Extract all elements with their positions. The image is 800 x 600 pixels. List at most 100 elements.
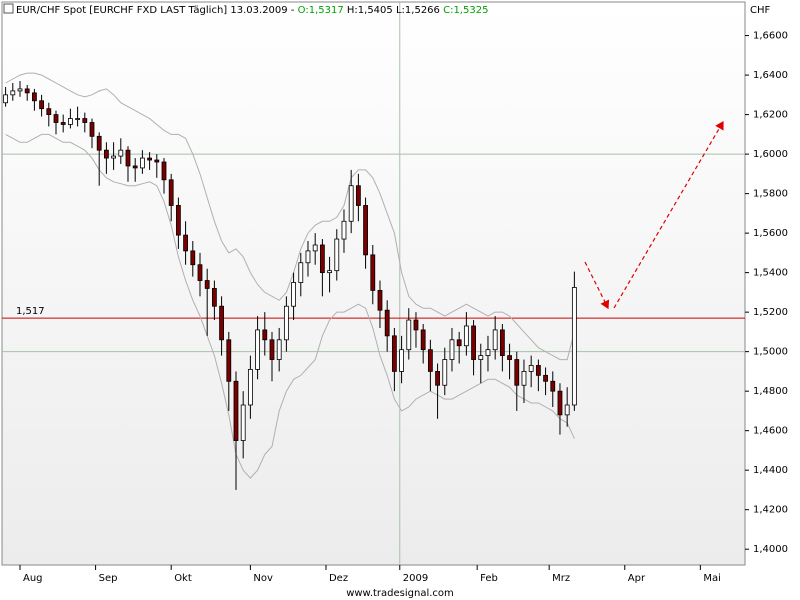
candle-body <box>183 234 188 252</box>
x-tick-label: Mai <box>703 573 721 584</box>
y-tick-label: 1,4400 <box>753 465 788 476</box>
y-tick-label: 1,4800 <box>753 386 788 397</box>
candle-body <box>147 157 152 161</box>
candle-body <box>240 404 246 441</box>
candle-body <box>96 135 102 151</box>
candle-body <box>67 118 73 125</box>
candle-body <box>10 90 16 96</box>
x-tick-label: Sep <box>99 573 118 584</box>
footer: www.tradesignal.com <box>346 588 454 599</box>
x-tick-label: Mrz <box>552 573 570 584</box>
candle-body <box>427 349 433 372</box>
x-tick-label: Feb <box>480 573 498 584</box>
y-tick-label: 1,4600 <box>753 426 788 437</box>
candle-body <box>499 329 505 357</box>
candle-body <box>298 262 304 283</box>
candle-body <box>24 88 30 94</box>
candle-body <box>463 325 469 347</box>
candle-body <box>154 159 160 163</box>
unit-label: CHF <box>750 5 771 16</box>
candle-body <box>118 149 124 157</box>
y-tick-label: 1,5000 <box>753 347 788 358</box>
candle-body <box>528 365 534 372</box>
header-separator: - <box>291 5 295 16</box>
candle-body <box>485 349 491 357</box>
candle-body <box>535 365 541 376</box>
candle-body <box>377 290 383 311</box>
bollinger-band <box>5 133 575 479</box>
chart-icon <box>3 3 14 14</box>
y-tick-label: 1,5200 <box>753 307 788 318</box>
header-open: O:1,5317 <box>298 5 344 16</box>
candle-body <box>514 359 520 386</box>
candle-body <box>312 244 318 252</box>
candle-body <box>82 118 88 123</box>
candle-body <box>17 88 23 92</box>
candle-body <box>233 380 239 441</box>
header: EUR/CHF Spot [EURCHF FXD LAST Täglich] 1… <box>16 5 488 16</box>
x-tick-label: 2009 <box>403 573 428 584</box>
candle-body <box>211 288 217 307</box>
candle-body <box>276 339 282 360</box>
candle-body <box>564 404 570 416</box>
candle-body <box>327 270 332 274</box>
y-tick-label: 1,5600 <box>753 228 788 239</box>
candle-body <box>557 390 563 416</box>
candle-body <box>391 335 397 372</box>
candle-body <box>420 329 426 351</box>
candle-body <box>255 329 260 370</box>
x-tick-label: Okt <box>174 573 192 584</box>
header-date: 13.03.2009 <box>230 5 287 16</box>
candle-body <box>478 355 484 360</box>
candle-body <box>550 380 556 392</box>
candle-body <box>370 254 376 291</box>
candle-body <box>175 205 181 236</box>
x-tick-label: Nov <box>253 573 273 584</box>
candle-body <box>46 108 52 115</box>
candle-body <box>305 250 311 264</box>
candle-body <box>406 319 412 351</box>
candle-body <box>319 244 325 274</box>
candle-body <box>363 205 368 256</box>
candle-body <box>190 250 196 266</box>
bollinger-band <box>5 72 575 361</box>
candle-body <box>283 305 289 341</box>
candle-body <box>334 238 340 272</box>
candle-body <box>39 100 44 110</box>
candle-body <box>60 122 66 125</box>
header-high: H:1,5405 <box>347 5 393 16</box>
candle-body <box>399 349 404 372</box>
candle-body <box>111 155 116 159</box>
candle-body <box>341 220 347 240</box>
y-tick-label: 1,4200 <box>753 505 788 516</box>
candle-body <box>161 161 167 181</box>
candle-body <box>53 114 59 123</box>
candle-body <box>543 374 548 382</box>
candle-body <box>269 339 275 360</box>
candle-body <box>226 339 232 382</box>
candle-body <box>384 309 390 337</box>
candle-body <box>413 319 419 331</box>
candle-body <box>291 282 296 307</box>
y-tick-label: 1,4000 <box>753 544 788 555</box>
candle-body <box>197 264 203 281</box>
candle-body <box>132 165 138 169</box>
candle-body <box>492 329 498 351</box>
x-tick-label: Apr <box>628 573 646 584</box>
candle-body <box>168 179 174 206</box>
candle-body <box>219 305 224 341</box>
candle-body <box>139 157 145 169</box>
candle-body <box>355 185 361 206</box>
candle-body <box>507 355 512 360</box>
candle-body <box>348 185 354 222</box>
candle-body <box>89 122 95 137</box>
candle-body <box>3 94 8 104</box>
level-label: 1,517 <box>16 306 45 317</box>
candle-body <box>571 287 577 406</box>
header-title: EUR/CHF Spot [EURCHF FXD LAST Täglich] <box>16 5 227 16</box>
header-low: L:1,5266 <box>396 5 440 16</box>
candle-body <box>204 280 210 289</box>
forecast-arrow <box>613 120 724 309</box>
y-tick-label: 1,6600 <box>753 31 788 42</box>
